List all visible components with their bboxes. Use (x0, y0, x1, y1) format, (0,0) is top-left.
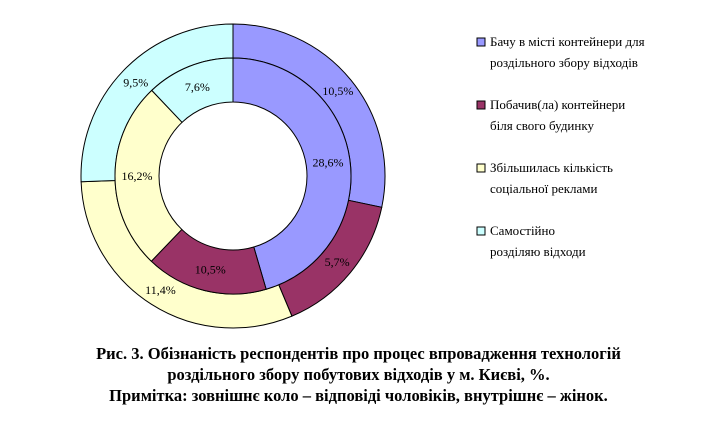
legend-swatch-3 (476, 226, 486, 236)
slice-series1-3 (151, 57, 234, 124)
data-label-series1-1: 10,5% (195, 262, 226, 276)
data-label-series1-3: 7,6% (185, 80, 210, 94)
caption-line-3: Примітка: зовнішнє коло – відповіді чоло… (109, 386, 608, 405)
legend-label-0-line-0: Бачу в місті контейнери для (490, 34, 645, 49)
legend-swatch-0 (476, 37, 486, 47)
legend-label-2-line-1: соціальної реклами (490, 181, 598, 196)
caption-line-1: Рис. 3. Обізнаність респондентів про про… (96, 344, 621, 363)
data-label-series0-3: 9,5% (123, 75, 148, 89)
donut-chart: 10,5% 5,7% 11,4% 9,5% 28,6% 10,5% 16,2% 7,6% Ба… (80, 23, 645, 329)
figure-caption: Рис. 3. Обізнаність респондентів про про… (0, 343, 717, 406)
slice-series1-0 (232, 57, 352, 290)
legend-label-2-line-0: Збільшилась кількість (490, 160, 613, 175)
legend-label-3-line-1: розділяю відходи (490, 244, 586, 259)
data-label-series0-1: 5,7% (325, 255, 350, 269)
legend: Бачу в місті контейнери для роздільного з… (476, 34, 645, 259)
legend-label-0-line-1: роздільного збору відходів (490, 55, 638, 70)
legend-label-1-line-0: Побачив(ла) контейнери (490, 97, 625, 112)
data-label-series1-0: 28,6% (313, 155, 344, 169)
legend-swatch-1 (476, 100, 486, 110)
legend-label-1-line-1: біля свого будинку (490, 118, 594, 133)
data-label-series1-2: 16,2% (122, 169, 153, 183)
caption-line-2: роздільного збору побутових відходів у м… (167, 365, 550, 384)
legend-swatch-2 (476, 163, 486, 173)
data-labels: 10,5% 5,7% 11,4% 9,5% 28,6% 10,5% 16,2% 7,6% (122, 75, 354, 296)
legend-label-3-line-0: Самостійно (490, 223, 555, 238)
donut-rings (80, 23, 386, 329)
data-label-series0-0: 10,5% (322, 84, 353, 98)
data-label-series0-2: 11,4% (145, 283, 176, 297)
slice-series1-2 (114, 89, 183, 262)
